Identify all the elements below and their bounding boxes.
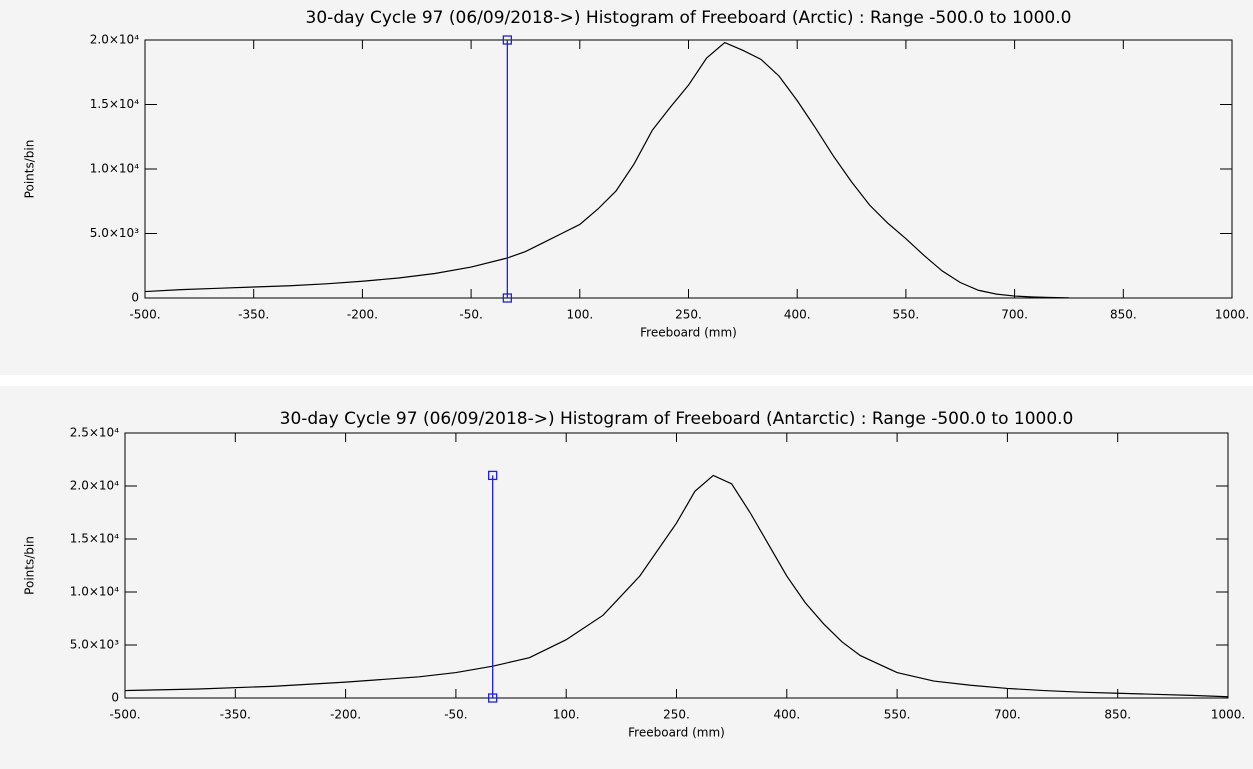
- marker-handle: [502, 293, 512, 303]
- y-tick-label: 2.5×10⁴: [70, 426, 119, 440]
- x-tick-label: 250.: [675, 308, 702, 322]
- x-tick-label: 100.: [553, 708, 580, 722]
- data-line: [124, 474, 1229, 698]
- y-tick-label: 1.0×10⁴: [70, 585, 119, 599]
- y-tick-label: 1.5×10⁴: [70, 532, 119, 546]
- x-tick-label: -350.: [220, 708, 251, 722]
- y-tick-label: 2.0×10⁴: [70, 479, 119, 493]
- x-tick-label: 100.: [566, 308, 593, 322]
- x-tick-label: -350.: [238, 308, 269, 322]
- y-axis-label: Points/bin: [23, 536, 37, 595]
- chart-title: 30-day Cycle 97 (06/09/2018->) Histogram…: [306, 8, 1072, 28]
- x-tick-label: 850.: [1104, 708, 1131, 722]
- chart-title: 30-day Cycle 97 (06/09/2018->) Histogram…: [280, 409, 1074, 429]
- x-tick-label: 1000.: [1211, 708, 1245, 722]
- x-tick-label: -50.: [459, 308, 482, 322]
- data-line: [144, 41, 1069, 299]
- y-axis-label: Points/bin: [23, 140, 37, 199]
- marker-handle: [488, 470, 498, 481]
- x-tick-label: 700.: [994, 708, 1021, 722]
- x-tick-label: -50.: [444, 708, 467, 722]
- y-tick-label: 0: [131, 291, 139, 305]
- y-tick-label: 2.0×10⁴: [90, 33, 139, 47]
- x-tick-label: -500.: [109, 708, 140, 722]
- x-tick-label: 1000.: [1215, 308, 1249, 322]
- y-tick-label: 5.0×10³: [90, 226, 139, 240]
- x-tick-label: 400.: [784, 308, 811, 322]
- x-tick-label: 400.: [773, 708, 800, 722]
- x-axis-label: Freeboard (mm): [640, 326, 737, 340]
- x-tick-label: 850.: [1110, 308, 1137, 322]
- panel-bg: [0, 0, 1253, 375]
- y-tick-label: 5.0×10³: [70, 638, 119, 652]
- x-tick-label: -200.: [347, 308, 378, 322]
- x-tick-label: 550.: [893, 308, 920, 322]
- marker-handle: [488, 693, 498, 703]
- panel-bg: [0, 386, 1253, 769]
- x-axis-label: Freeboard (mm): [628, 726, 725, 740]
- y-tick-label: 1.0×10⁴: [90, 162, 139, 176]
- x-tick-label: 250.: [663, 708, 690, 722]
- x-tick-label: 550.: [884, 708, 911, 722]
- y-tick-label: 1.5×10⁴: [90, 97, 139, 111]
- x-tick-label: 700.: [1001, 308, 1028, 322]
- x-tick-label: -500.: [129, 308, 160, 322]
- y-tick-label: 0: [111, 691, 119, 705]
- marker-handle: [502, 35, 512, 45]
- x-tick-label: -200.: [330, 708, 361, 722]
